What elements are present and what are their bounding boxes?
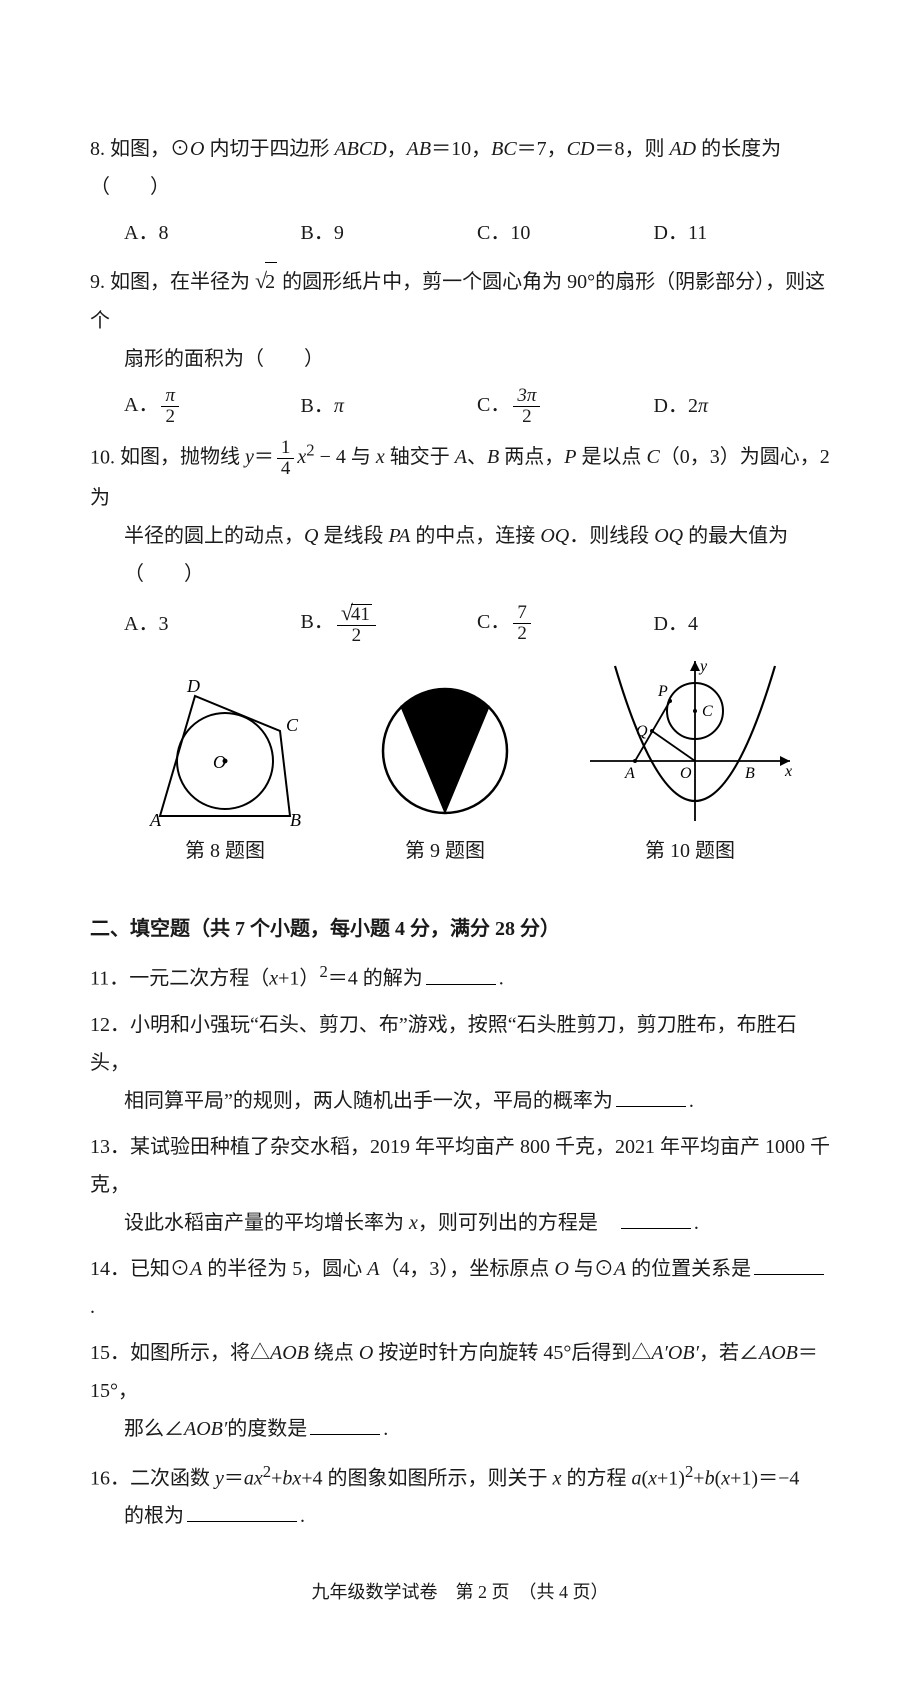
q11-number: 11． (90, 968, 129, 990)
svg-text:B: B (290, 810, 301, 826)
blank-11 (426, 964, 496, 985)
q13-number: 13． (90, 1136, 130, 1158)
svg-text:C: C (286, 715, 299, 735)
question-11: 11．一元二次方程（x+1）2＝4 的解为. (90, 956, 830, 998)
q10-text: 如图，抛物线 y＝14x2 − 4 与 x 轴交于 A、B 两点，P 是以点 C… (90, 446, 830, 509)
q9-opt-c: C．3π2 (477, 386, 654, 427)
q9-number: 9. (90, 271, 105, 293)
q10-options: A．3 B．412 C．72 D．4 (90, 601, 830, 646)
q10-opt-a: A．3 (124, 605, 301, 643)
question-15: 15．如图所示，将△AOB 绕点 O 按逆时针方向旋转 45°后得到△A′OB′… (90, 1334, 830, 1448)
q16-number: 16． (90, 1467, 130, 1489)
q9-text: 如图，在半径为 2 的圆形纸片中，剪一个圆心角为 90°的扇形（阴影部分），则这… (90, 271, 825, 332)
q12-number: 12． (90, 1014, 130, 1036)
blank-16 (187, 1501, 297, 1522)
q9-opt-b: B．π (301, 387, 478, 425)
fig8-caption: 第 8 题图 (140, 832, 310, 870)
svg-text:A: A (149, 810, 162, 826)
figures-row: D C O A B 第 8 题图 第 9 题图 (90, 656, 830, 870)
sqrt-icon: 2 (255, 260, 277, 302)
svg-text:D: D (186, 676, 200, 696)
q10-number: 10. (90, 446, 115, 468)
svg-text:O: O (680, 765, 692, 782)
q10-opt-c: C．72 (477, 603, 654, 644)
q8-number: 8. (90, 138, 105, 160)
blank-13 (621, 1208, 691, 1229)
q8-options: A．8 B．9 C．10 D．11 (90, 214, 830, 252)
svg-text:C: C (702, 703, 713, 720)
q8-opt-c: C．10 (477, 214, 654, 252)
q14-number: 14． (90, 1258, 130, 1280)
svg-text:y: y (698, 658, 708, 675)
figure-9: 第 9 题图 (370, 676, 520, 870)
section-2-title: 二、填空题（共 7 个小题，每小题 4 分，满分 28 分） (90, 910, 830, 948)
svg-text:O: O (213, 752, 226, 772)
fig10-svg: y x P Q C A O B (580, 656, 800, 826)
question-8: 8. 如图，⊙O 内切于四边形 ABCD，AB＝10，BC＝7，CD＝8，则 A… (90, 130, 830, 206)
q8-text: 如图，⊙O 内切于四边形 ABCD，AB＝10，BC＝7，CD＝8，则 AD 的… (90, 138, 781, 198)
blank-14 (754, 1254, 824, 1275)
fig9-svg (370, 676, 520, 826)
q10-opt-d: D．4 (654, 605, 831, 643)
question-13: 13．某试验田种植了杂交水稻，2019 年平均亩产 800 千克，2021 年平… (90, 1128, 830, 1242)
q10-line2: 半径的圆上的动点，Q 是线段 PA 的中点，连接 OQ．则线段 OQ 的最大值为… (90, 517, 830, 593)
figure-10: y x P Q C A O B 第 10 题图 (580, 656, 800, 870)
question-10: 10. 如图，抛物线 y＝14x2 − 4 与 x 轴交于 A、B 两点，P 是… (90, 435, 830, 594)
svg-text:B: B (745, 765, 755, 782)
q8-opt-b: B．9 (301, 214, 478, 252)
page-footer: 九年级数学试卷 第 2 页 （共 4 页） (90, 1575, 830, 1609)
q15-number: 15． (90, 1342, 130, 1364)
exam-page: 8. 如图，⊙O 内切于四边形 ABCD，AB＝10，BC＝7，CD＝8，则 A… (0, 0, 920, 1690)
fig9-caption: 第 9 题图 (370, 832, 520, 870)
fig8-svg: D C O A B (140, 676, 310, 826)
q10-opt-b: B．412 (301, 601, 478, 646)
blank-15 (310, 1414, 380, 1435)
question-12: 12．小明和小强玩“石头、剪刀、布”游戏，按照“石头胜剪刀，剪刀胜布，布胜石头，… (90, 1006, 830, 1120)
q9-line2: 扇形的面积为（ ） (90, 340, 830, 378)
q9-opt-a: A．π2 (124, 386, 301, 427)
q9-options: A．π2 B．π C．3π2 D．22ππ (90, 386, 830, 427)
svg-text:Q: Q (636, 723, 648, 740)
q8-opt-a: A．8 (124, 214, 301, 252)
fig10-caption: 第 10 题图 (580, 832, 800, 870)
figure-8: D C O A B 第 8 题图 (140, 676, 310, 870)
question-9: 9. 如图，在半径为 2 的圆形纸片中，剪一个圆心角为 90°的扇形（阴影部分）… (90, 260, 830, 378)
q9-opt-d: D．22ππ (654, 387, 831, 425)
question-16: 16．二次函数 y＝ax2+bx+4 的图象如图所示，则关于 x 的方程 a(x… (90, 1456, 830, 1536)
q8-opt-d: D．11 (654, 214, 831, 252)
blank-12 (616, 1086, 686, 1107)
svg-text:P: P (657, 683, 668, 700)
svg-text:x: x (784, 763, 792, 780)
question-14: 14．已知⊙A 的半径为 5，圆心 A（4，3），坐标原点 O 与⊙A 的位置关… (90, 1250, 830, 1326)
svg-text:A: A (624, 765, 635, 782)
